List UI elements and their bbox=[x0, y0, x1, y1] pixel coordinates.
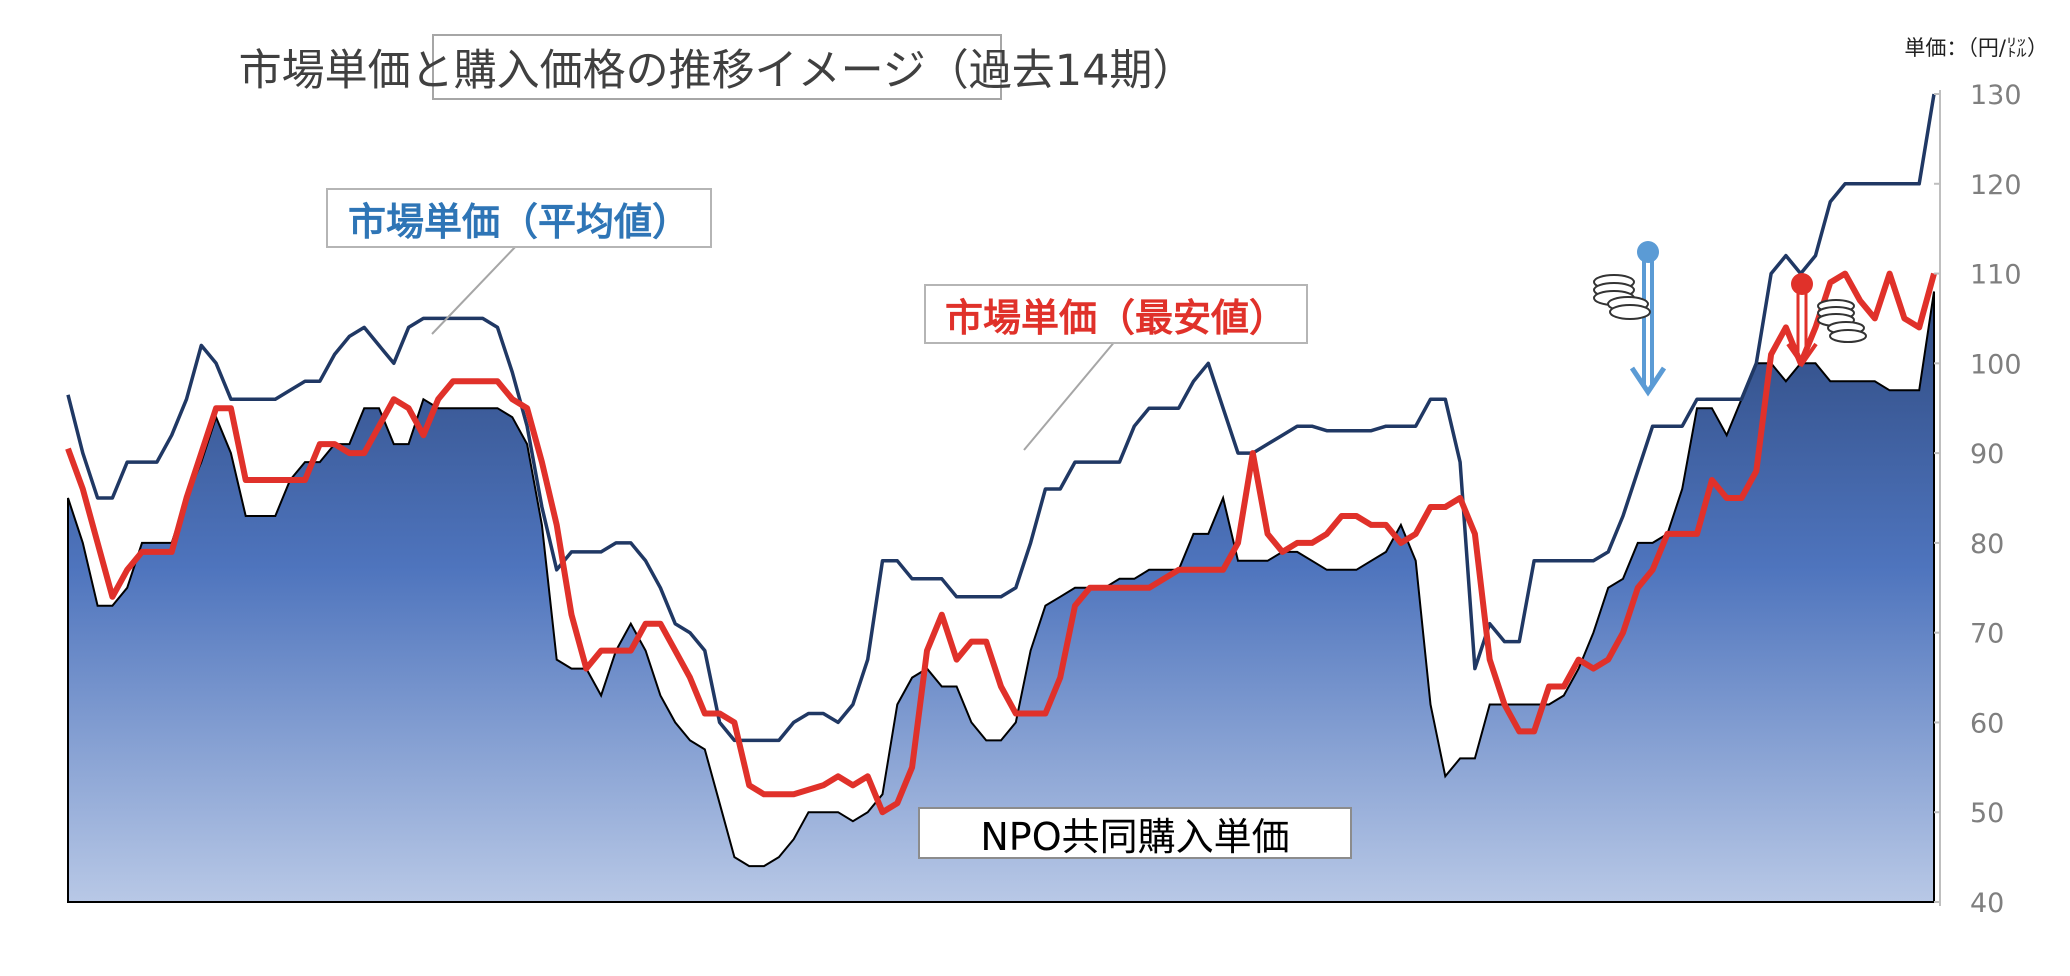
y-tick-label: 50 bbox=[1970, 798, 2004, 829]
y-tick-label: 60 bbox=[1970, 708, 2004, 739]
y-tick-label: 120 bbox=[1970, 170, 2022, 201]
npo-price-callout: NPO共同購入単価 bbox=[918, 807, 1352, 859]
blue-down-arrow-icon bbox=[1629, 241, 1667, 397]
min-price-callout: 市場単価（最安値） bbox=[924, 284, 1308, 344]
min-price-line bbox=[65, 270, 1937, 816]
unit-label: 単価：（円/㍑） bbox=[1904, 36, 2048, 60]
min-leader-line bbox=[1023, 339, 1117, 451]
avg-price-line bbox=[66, 93, 1936, 743]
red-down-arrow-icon bbox=[1786, 273, 1818, 368]
y-tick-label: 70 bbox=[1970, 619, 2004, 650]
avg-price-callout: 市場単価（平均値） bbox=[326, 188, 712, 248]
y-tick-label: 100 bbox=[1970, 349, 2022, 380]
coin-stack-icon-small bbox=[1817, 299, 1867, 343]
line-layer bbox=[65, 93, 1937, 816]
y-tick-label: 80 bbox=[1970, 529, 2004, 560]
y-tick-label: 110 bbox=[1970, 260, 2022, 291]
y-tick-label: 90 bbox=[1970, 439, 2004, 470]
decorations bbox=[431, 241, 1867, 451]
coin-stack-icon bbox=[1593, 274, 1651, 320]
y-tick-label: 130 bbox=[1970, 80, 2022, 111]
y-axis: 40 50 60 70 80 90 100 110 120 130 bbox=[68, 80, 2022, 919]
avg-leader-line bbox=[431, 243, 519, 335]
chart-title: 市場単価と購入価格の推移イメージ（過去14期） bbox=[239, 34, 1195, 100]
y-tick-label: 40 bbox=[1970, 888, 2004, 919]
npo-area-layer bbox=[67, 291, 1935, 903]
npo-price-area bbox=[67, 291, 1935, 903]
